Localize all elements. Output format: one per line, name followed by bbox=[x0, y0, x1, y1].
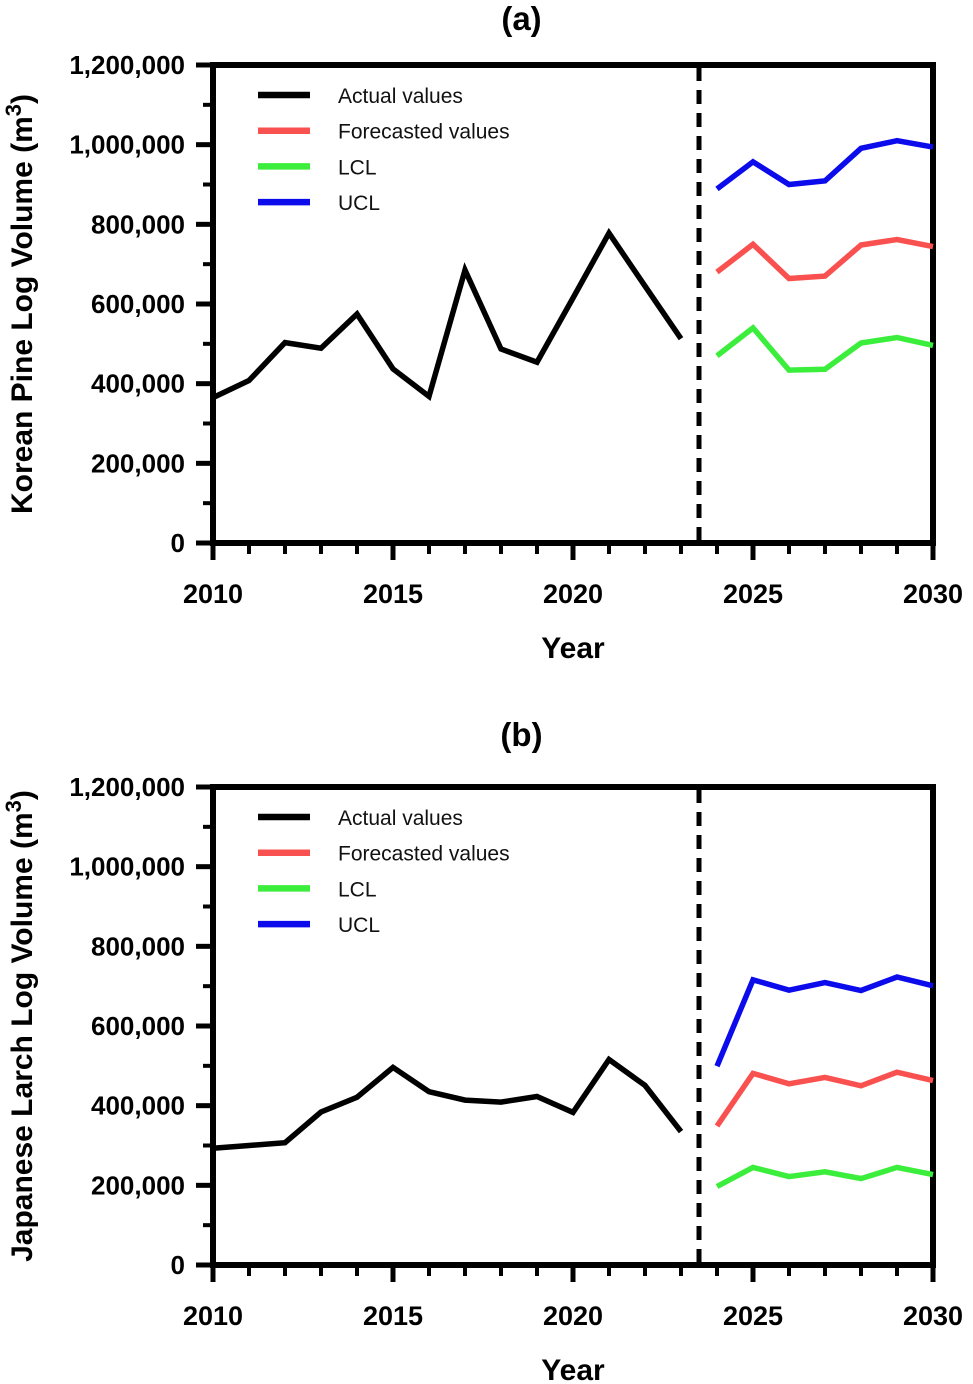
legend-label-lcl: LCL bbox=[338, 878, 377, 901]
y-tick-label: 200,000 bbox=[91, 448, 185, 478]
y-tick-label: 1,000,000 bbox=[69, 852, 185, 882]
x-tick-label: 2010 bbox=[183, 1301, 243, 1331]
series-line-ucl bbox=[715, 137, 934, 192]
y-tick-label: 200,000 bbox=[91, 1170, 185, 1200]
japanese-larch-chart: 0 200,000 400,000 600,000 800,000 1,000,000 1,… bbox=[1, 772, 963, 1384]
x-tick-label: 2015 bbox=[363, 579, 423, 609]
y-tick-label: 1,200,000 bbox=[69, 50, 185, 80]
series-line-ucl bbox=[714, 974, 934, 1068]
y-tick-label: 800,000 bbox=[91, 931, 185, 961]
x-tick-label: 2030 bbox=[903, 1301, 963, 1331]
x-axis-title: Year bbox=[541, 632, 605, 665]
y-tick-label: 400,000 bbox=[91, 1091, 185, 1121]
series-line-forecasted-values bbox=[715, 236, 934, 282]
x-tick-label: 2030 bbox=[903, 579, 963, 609]
y-tick-label: 0 bbox=[171, 1250, 185, 1280]
x-tick-label: 2025 bbox=[723, 1301, 783, 1331]
y-tick-label: 1,000,000 bbox=[69, 130, 185, 160]
y-tick-label: 400,000 bbox=[91, 369, 185, 399]
y-tick-label: 0 bbox=[171, 528, 185, 558]
y-axis-title: Japanese Larch Log Volume (m3) bbox=[1, 790, 39, 1262]
series-line-forecasted-values bbox=[714, 1069, 934, 1128]
x-tick-label: 2010 bbox=[183, 579, 243, 609]
korean-pine-chart: 0 200,000 400,000 600,000 800,000 1,000,000 1,… bbox=[1, 50, 963, 665]
series-line-actual-values bbox=[212, 1055, 684, 1152]
legend-label-forecasted-values: Forecasted values bbox=[338, 843, 510, 866]
legend-label-actual-values: Actual values bbox=[338, 85, 463, 108]
x-tick-label: 2020 bbox=[543, 579, 603, 609]
y-tick-label: 600,000 bbox=[91, 1011, 185, 1041]
legend-label-ucl: UCL bbox=[338, 192, 380, 215]
legend-label-forecasted-values: Forecasted values bbox=[338, 121, 510, 144]
x-tick-label: 2025 bbox=[723, 579, 783, 609]
x-tick-label: 2020 bbox=[543, 1301, 603, 1331]
legend-label-actual-values: Actual values bbox=[338, 807, 463, 830]
series-line-lcl bbox=[715, 324, 934, 373]
plot-frame bbox=[210, 784, 936, 1268]
legend-label-ucl: UCL bbox=[338, 914, 380, 937]
y-axis-title: Korean Pine Log Volume (m3) bbox=[1, 94, 39, 514]
y-tick-label: 1,200,000 bbox=[69, 772, 185, 802]
legend-label-lcl: LCL bbox=[338, 156, 377, 179]
x-axis-title: Year bbox=[541, 1354, 605, 1384]
x-tick-label: 2015 bbox=[363, 1301, 423, 1331]
plot-frame bbox=[210, 62, 936, 546]
series-line-actual-values bbox=[211, 227, 684, 402]
panel-b: (b) 0 200,000 400,000 600,000 800,000 1,000,0… bbox=[0, 672, 973, 1384]
y-tick-label: 800,000 bbox=[91, 209, 185, 239]
y-tick-label: 600,000 bbox=[91, 289, 185, 319]
series-line-lcl bbox=[715, 1164, 934, 1189]
panel-a: (a) 0 200,000 400,000 600,000 800,000 1,000,0… bbox=[0, 0, 973, 672]
